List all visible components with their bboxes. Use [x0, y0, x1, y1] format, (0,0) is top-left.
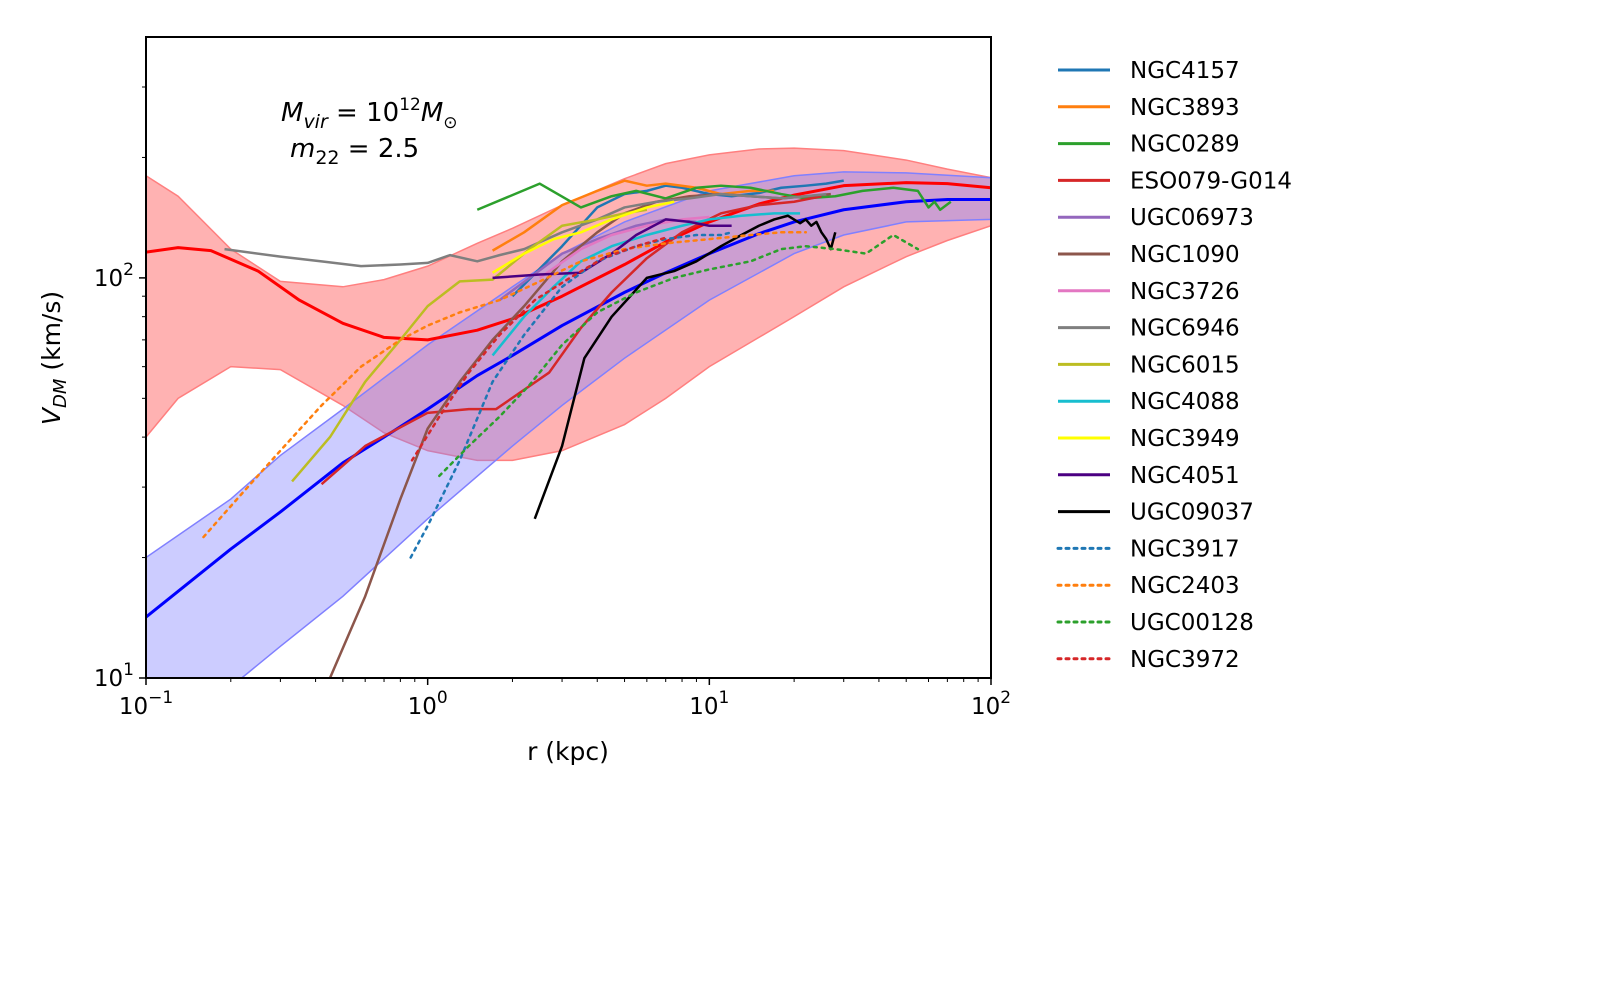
y-tick-label: 101: [94, 660, 134, 692]
legend-item-ngc6015: NGC6015: [1058, 352, 1240, 378]
legend-label: NGC4157: [1130, 58, 1240, 84]
annotation-m22: m22 = 2.5: [290, 134, 419, 169]
model-curve-1: [146, 181, 991, 342]
legend-label: UGC09037: [1130, 500, 1254, 526]
series-ugc00128: [438, 233, 920, 478]
legend-label: NGC1090: [1130, 242, 1240, 268]
series-ngc3917: [409, 231, 733, 559]
series-eso079-g014: [320, 194, 822, 486]
band-2: [146, 171, 991, 678]
legend-item-ngc1090: NGC1090: [1058, 242, 1240, 268]
legend-label: NGC3972: [1130, 647, 1240, 673]
x-tick-label: 101: [689, 688, 729, 720]
series-ugc09037: [533, 214, 837, 520]
series-ngc3972: [410, 236, 667, 462]
svg-text:VDM (km/s): VDM (km/s): [37, 291, 71, 425]
series-ngc4088: [491, 212, 801, 357]
legend-item-ngc3972: NGC3972: [1056, 647, 1240, 673]
legend-item-ngc0289: NGC0289: [1058, 132, 1240, 158]
legend-item-ngc6946: NGC6946: [1058, 316, 1240, 342]
x-tick-label: 102: [971, 688, 1011, 720]
series-ngc3893: [491, 179, 775, 252]
annotation: Mvir = 1012M⊙ m22 = 2.5: [281, 95, 458, 169]
legend-item-ngc4051: NGC4051: [1058, 463, 1240, 489]
legend-label: ESO079-G014: [1130, 168, 1292, 194]
legend-label: NGC3949: [1130, 426, 1240, 452]
legend-item-ngc3917: NGC3917: [1056, 536, 1240, 562]
legend-item-ugc06973: UGC06973: [1058, 205, 1254, 231]
plot-area: [146, 147, 991, 678]
annotation-mvir: Mvir = 1012M⊙: [281, 95, 458, 133]
x-axis-label: r (kpc): [527, 737, 609, 766]
legend-item-ngc2403: NGC2403: [1056, 573, 1240, 599]
series-ngc6015: [291, 208, 648, 483]
legend: NGC4157 NGC3893 NGC0289 ESO079-G014 UGC06973…: [1056, 58, 1292, 673]
legend-label: NGC3893: [1130, 95, 1240, 121]
series-ngc0289: [476, 182, 952, 212]
legend-label: NGC0289: [1130, 132, 1240, 158]
legend-label: NGC4051: [1130, 463, 1240, 489]
y-tick-label: 102: [94, 260, 134, 292]
model-curves: [146, 181, 991, 619]
legend-label: UGC06973: [1130, 205, 1254, 231]
legend-item-ngc3949: NGC3949: [1058, 426, 1240, 452]
legend-label: UGC00128: [1130, 610, 1254, 636]
legend-label: NGC2403: [1130, 573, 1240, 599]
legend-item-ugc09037: UGC09037: [1058, 500, 1254, 526]
legend-label: NGC6946: [1130, 316, 1240, 342]
axis-ticks: [139, 86, 992, 685]
series-ngc4051: [492, 218, 732, 280]
legend-label: NGC4088: [1130, 389, 1240, 415]
series-ngc3726: [539, 215, 710, 279]
y-axis-label: VDM (km/s): [37, 291, 71, 425]
galaxy-series: [202, 179, 952, 678]
series-ngc4157: [511, 179, 844, 298]
x-tick-label: 10−1: [119, 688, 173, 720]
series-ngc3949: [491, 200, 675, 274]
series-ngc2403: [202, 231, 808, 539]
legend-item-ngc4088: NGC4088: [1058, 389, 1240, 415]
legend-item-ngc3726: NGC3726: [1058, 279, 1240, 305]
legend-item-ugc00128: UGC00128: [1056, 610, 1254, 636]
plot-frame: [145, 36, 992, 679]
legend-label: NGC3726: [1130, 279, 1240, 305]
model-curve-2: [146, 198, 991, 619]
legend-item-ngc3893: NGC3893: [1058, 95, 1240, 121]
axis-tick-labels: 10−1 100 101 102 101 102: [94, 260, 1011, 720]
legend-label: NGC3917: [1130, 536, 1240, 562]
legend-item-eso079-g014: ESO079-G014: [1058, 168, 1292, 194]
legend-item-ngc4157: NGC4157: [1058, 58, 1240, 84]
legend-label: NGC6015: [1130, 352, 1240, 378]
x-tick-label: 100: [408, 688, 448, 720]
